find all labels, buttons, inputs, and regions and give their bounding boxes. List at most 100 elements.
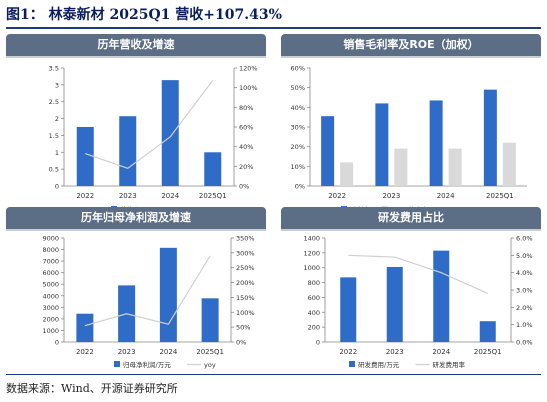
right-tick-label: 100% bbox=[239, 84, 258, 92]
legend-swatch bbox=[349, 361, 355, 367]
figure-title: 图1： 林泰新材 2025Q1 营收+107.43% bbox=[6, 7, 282, 23]
left-tick-label: 1200 bbox=[303, 249, 320, 257]
left-tick-label: 1000 bbox=[42, 327, 59, 335]
net-profit-chart: 0 1000 2000 3000 4000 5000 6000 7000 8000 9000 0% 5… bbox=[42, 235, 255, 370]
left-tick-label: 2 bbox=[55, 115, 59, 123]
x-tick-label: 2024 bbox=[159, 348, 177, 356]
left-tick-label: 3000 bbox=[42, 304, 59, 312]
left-tick-label: 400 bbox=[308, 309, 320, 317]
x-tick-label: 2025Q1 bbox=[486, 192, 514, 200]
left-tick-label: 0% bbox=[295, 183, 305, 191]
bar bbox=[483, 89, 497, 186]
right-tick-label: 100% bbox=[236, 309, 255, 317]
x-tick-label: 2023 bbox=[119, 192, 137, 200]
right-tick-label: 2.0% bbox=[516, 304, 533, 312]
x-tick-label: 2025Q1 bbox=[474, 348, 502, 356]
left-tick-label: 7000 bbox=[42, 258, 59, 266]
bar bbox=[204, 152, 222, 186]
series-line bbox=[84, 255, 211, 327]
left-tick-label: 50% bbox=[291, 84, 305, 92]
left-tick-label: 2.5 bbox=[49, 98, 59, 106]
bar bbox=[340, 277, 357, 342]
right-tick-label: 300% bbox=[236, 249, 255, 257]
right-tick-label: 250% bbox=[236, 264, 255, 272]
left-tick-label: 200 bbox=[308, 324, 320, 332]
right-tick-label: 20% bbox=[239, 163, 253, 171]
right-tick-label: 80% bbox=[239, 104, 253, 112]
left-tick-label: 600 bbox=[308, 294, 320, 302]
left-tick-label: 0 bbox=[316, 339, 320, 347]
x-tick-label: 2022 bbox=[76, 348, 94, 356]
margin-roe-chart: 0%10%20%30%40%50%60%2022202320242025Q1毛利… bbox=[291, 65, 527, 214]
left-tick-label: 1.5 bbox=[49, 132, 59, 140]
x-tick-label: 2024 bbox=[432, 348, 450, 356]
bar bbox=[340, 162, 354, 186]
source-note: 数据来源：Wind、开源证券研究所 bbox=[6, 382, 178, 395]
panel-title: 研发费用占比 bbox=[281, 207, 541, 231]
revenue-panel: 历年营收及增速 0 0.5 1 1.5 2 2.5 3 3.5 0% 20% 40% 60% 80% 10… bbox=[6, 34, 266, 225]
x-tick-label: 2023 bbox=[118, 348, 136, 356]
left-tick-label: 40% bbox=[291, 104, 305, 112]
right-tick-label: 0% bbox=[236, 339, 246, 347]
panel-title: 销售毛利率及ROE（加权） bbox=[281, 34, 541, 58]
rnd-chart: 0 200 400 600 800 1000 1200 1400 0.0% 1.0% 2.0% 3.0… bbox=[303, 235, 533, 370]
right-tick-label: 150% bbox=[236, 294, 255, 302]
left-tick-label: 10% bbox=[291, 163, 305, 171]
source-divider bbox=[6, 374, 541, 375]
left-tick-label: 8000 bbox=[42, 246, 59, 254]
title-divider bbox=[6, 27, 541, 29]
left-tick-label: 60% bbox=[291, 65, 305, 73]
left-tick-label: 0.5 bbox=[49, 166, 59, 174]
left-tick-label: 3.5 bbox=[49, 65, 59, 73]
right-tick-label: 1.0% bbox=[516, 321, 533, 329]
legend-label: 研发费用/万元 bbox=[358, 360, 400, 369]
bar bbox=[479, 321, 496, 342]
panel-title: 历年归母净利润及增速 bbox=[6, 207, 266, 231]
x-tick-label: 2025Q1 bbox=[199, 192, 227, 200]
bar bbox=[159, 247, 177, 342]
right-tick-label: 0% bbox=[239, 183, 249, 191]
x-tick-label: 2023 bbox=[386, 348, 404, 356]
legend-label: 研发费用率 bbox=[433, 360, 466, 369]
left-tick-label: 2000 bbox=[42, 315, 59, 323]
legend-label: 归母净利润/万元 bbox=[123, 360, 171, 369]
left-tick-label: 20% bbox=[291, 143, 305, 151]
margin-roe-panel: 销售毛利率及ROE（加权） 0% 10% 20% 30% 40% 50% 60% 2022 20… bbox=[281, 34, 541, 225]
x-tick-label: 2024 bbox=[161, 192, 179, 200]
left-tick-label: 800 bbox=[308, 279, 320, 287]
x-tick-label: 2022 bbox=[76, 192, 94, 200]
legend-swatch bbox=[114, 361, 120, 367]
left-tick-label: 3 bbox=[55, 81, 59, 89]
bar bbox=[321, 116, 335, 186]
bar bbox=[429, 100, 443, 186]
left-tick-label: 5000 bbox=[42, 281, 59, 289]
left-tick-label: 30% bbox=[291, 124, 305, 132]
x-tick-label: 2025Q1 bbox=[196, 348, 224, 356]
left-tick-label: 1000 bbox=[303, 264, 320, 272]
left-tick-label: 0 bbox=[55, 183, 59, 191]
bar bbox=[76, 313, 94, 342]
rnd-panel: 研发费用占比 0 200 400 600 800 1000 1200 1400 0.0% 1.0%… bbox=[281, 207, 541, 383]
right-tick-label: 40% bbox=[239, 143, 253, 151]
left-tick-label: 4000 bbox=[42, 292, 59, 300]
bar bbox=[161, 80, 179, 186]
bar bbox=[394, 148, 408, 186]
bar bbox=[386, 266, 403, 342]
x-tick-label: 2024 bbox=[437, 192, 455, 200]
right-tick-label: 350% bbox=[236, 235, 255, 243]
right-tick-label: 60% bbox=[239, 124, 253, 132]
bar bbox=[119, 116, 137, 186]
bar bbox=[76, 127, 94, 186]
legend-label: yoy bbox=[204, 361, 216, 369]
right-tick-label: 50% bbox=[236, 324, 250, 332]
left-tick-label: 1 bbox=[55, 149, 59, 157]
right-tick-label: 5.0% bbox=[516, 252, 533, 260]
right-tick-label: 120% bbox=[239, 65, 258, 73]
revenue-chart: 0 0.5 1 1.5 2 2.5 3 3.5 0% 20% 40% 60% 80% 100% 120% 20… bbox=[49, 65, 258, 215]
left-tick-label: 0 bbox=[55, 339, 59, 347]
bar bbox=[201, 298, 219, 342]
series-line bbox=[85, 79, 214, 169]
x-tick-label: 2023 bbox=[382, 192, 400, 200]
right-tick-label: 4.0% bbox=[516, 269, 533, 277]
left-tick-label: 6000 bbox=[42, 269, 59, 277]
